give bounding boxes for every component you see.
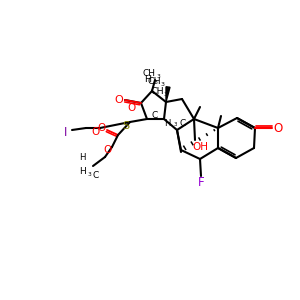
Text: C: C — [180, 118, 186, 127]
Text: 3: 3 — [173, 122, 177, 128]
Text: C: C — [93, 170, 99, 179]
Text: F: F — [198, 176, 204, 188]
Text: 3: 3 — [154, 80, 158, 85]
Text: 3: 3 — [87, 172, 91, 176]
Text: O: O — [92, 127, 100, 137]
Text: H: H — [79, 167, 86, 176]
Text: I: I — [64, 125, 68, 139]
Text: 3: 3 — [156, 74, 160, 80]
Text: O: O — [98, 123, 106, 133]
Polygon shape — [166, 87, 170, 102]
Text: CH: CH — [150, 88, 164, 97]
Text: H: H — [79, 154, 85, 163]
Text: CH: CH — [147, 77, 161, 86]
Text: OH: OH — [192, 142, 208, 152]
Text: CH: CH — [142, 70, 155, 79]
Text: H: H — [164, 118, 170, 127]
Text: 3: 3 — [164, 92, 168, 98]
Text: O: O — [104, 145, 112, 155]
Text: 3: 3 — [161, 82, 165, 88]
Text: S: S — [122, 121, 130, 131]
Text: O: O — [115, 95, 123, 105]
Text: O: O — [273, 122, 283, 134]
Text: O: O — [128, 103, 136, 113]
Text: H: H — [145, 76, 152, 85]
Text: C: C — [152, 110, 158, 119]
